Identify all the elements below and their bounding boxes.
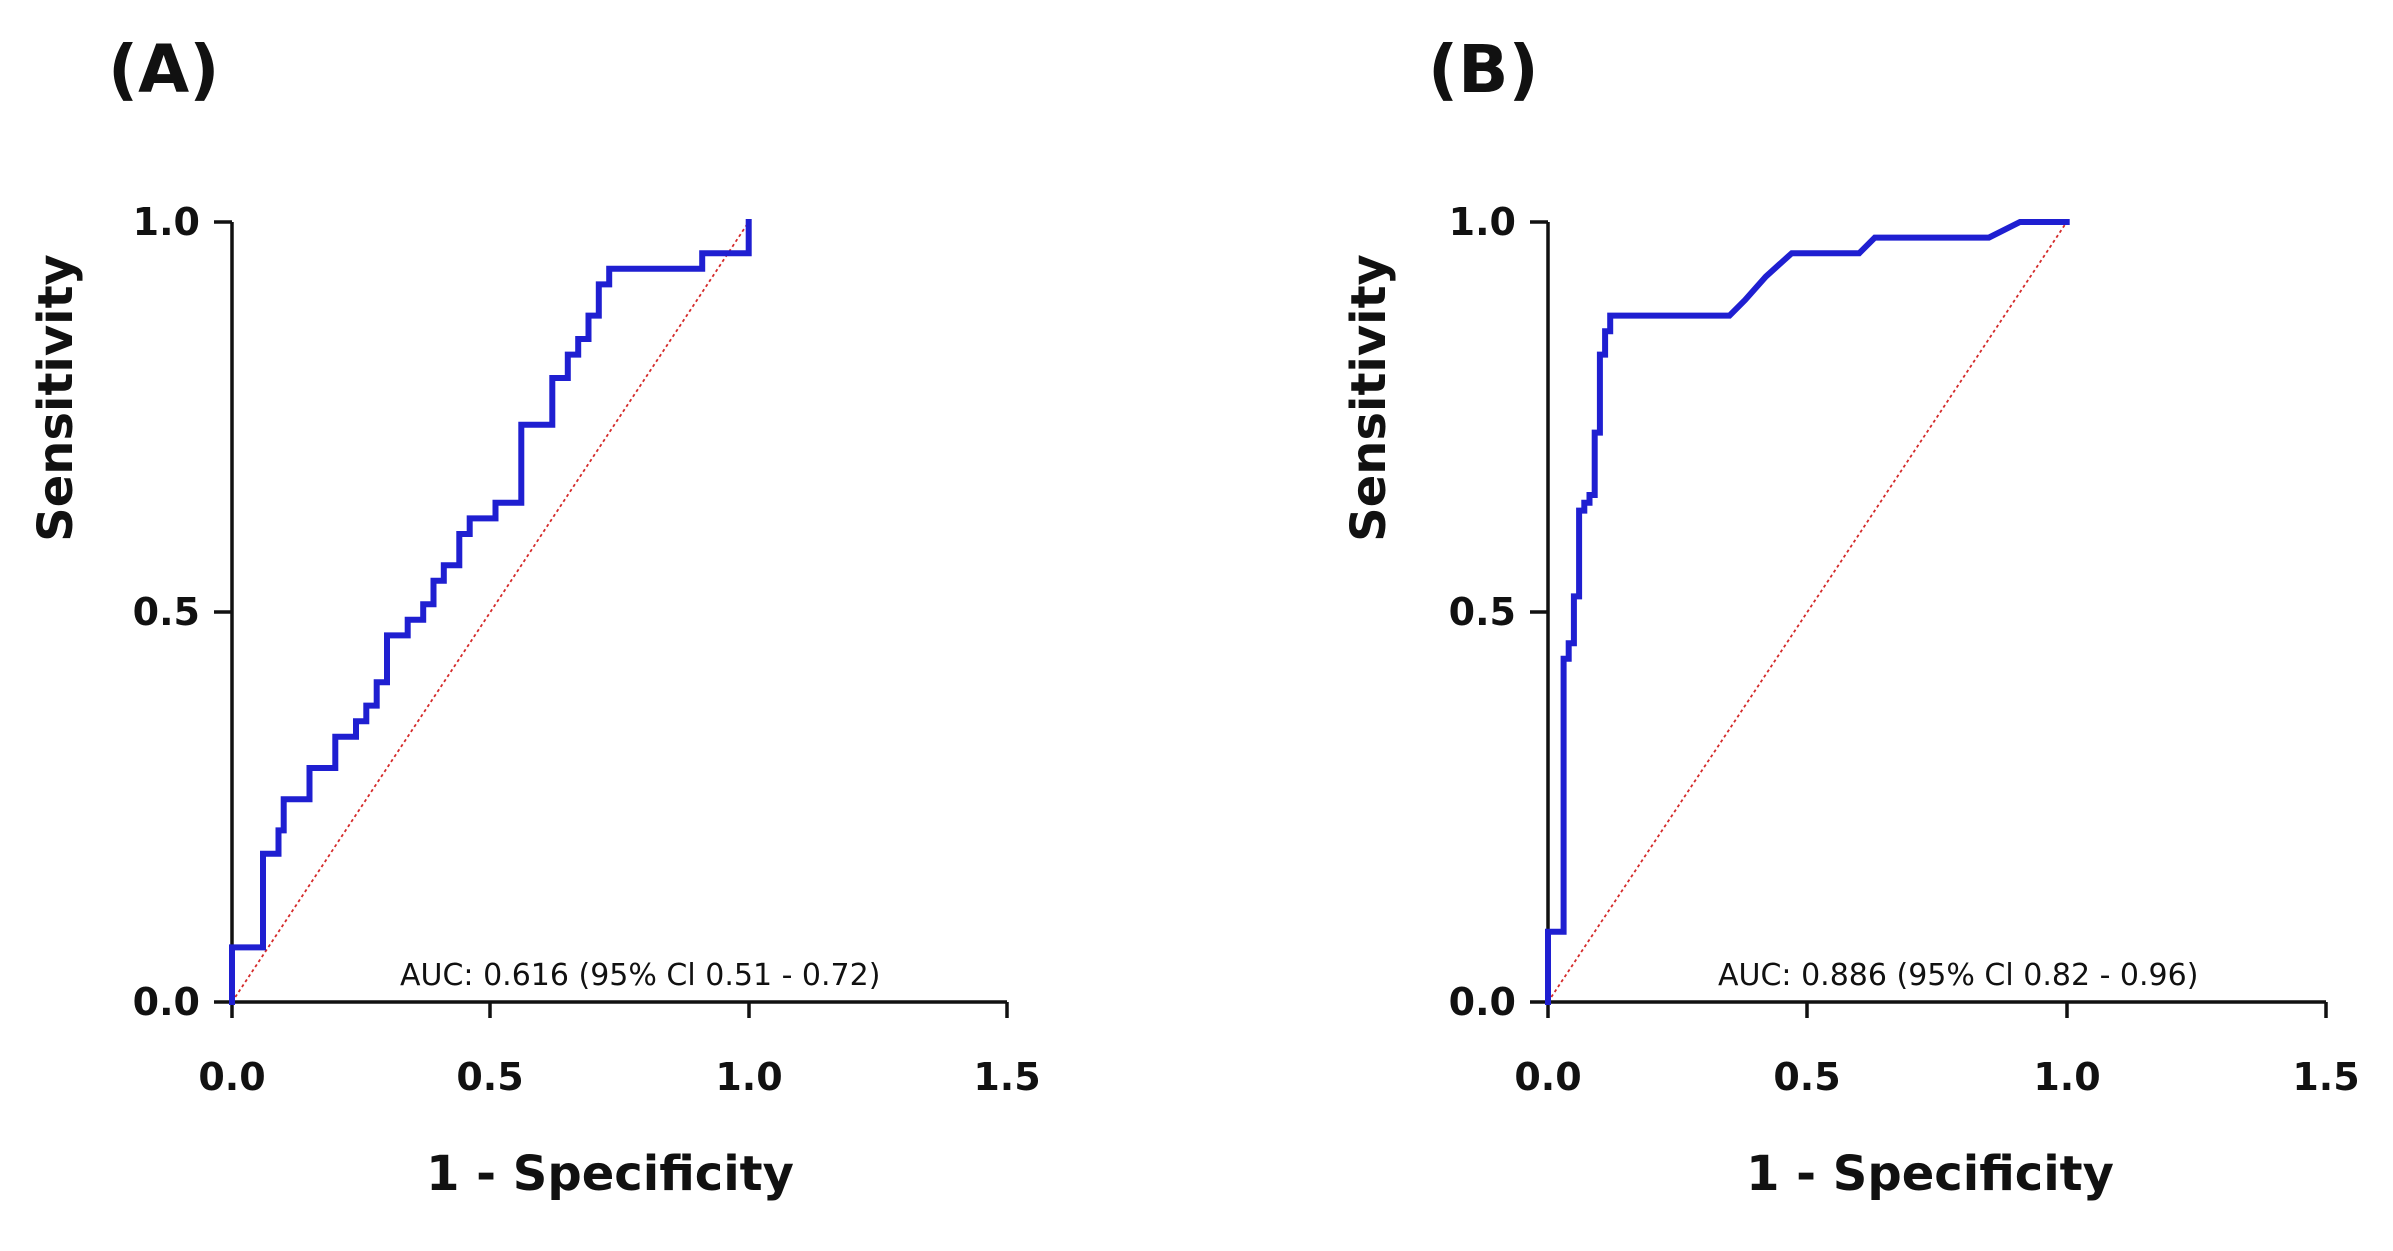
panel-a-y-tick-label-1: 0.5: [133, 590, 200, 634]
panel-b-label: (B): [1428, 31, 1539, 108]
panel-a-x-tick-label-1: 0.5: [456, 1055, 523, 1099]
panel-b-y-tick-label-2: 1.0: [1449, 200, 1516, 244]
panel-a-roc-curve: [229, 219, 752, 1005]
panel-b-reference-line: [1547, 221, 2068, 1003]
panel-b: (B) Sensitivity 1 - Specificity AUC: 0.8…: [1341, 31, 2360, 1202]
panel-b-x-tick-label-1: 0.5: [1773, 1055, 1840, 1099]
panel-a-x-tick-label-3: 1.5: [973, 1055, 1040, 1099]
panel-a-axes: [230, 222, 1007, 1004]
panel-b-x-tick-label-3: 1.5: [2292, 1055, 2359, 1099]
panel-a-x-tick-label-0: 0.0: [198, 1055, 265, 1099]
panel-a-x-axis-title: 1 - Specificity: [426, 1146, 794, 1202]
panel-a-y-tick-label-0: 0.0: [133, 980, 200, 1024]
panel-b-x-tick-label-0: 0.0: [1514, 1055, 1581, 1099]
panel-a-y-tick-label-2: 1.0: [133, 200, 200, 244]
panel-b-y-tick-label-1: 0.5: [1449, 590, 1516, 634]
panel-a-x-tick-label-2: 1.0: [715, 1055, 782, 1099]
panel-a: (A) Sensitivity 1 - Specificity AUC: 0.6…: [28, 31, 1041, 1202]
panel-b-auc-label: AUC: 0.886 (95% Cl 0.82 - 0.96): [1718, 958, 2198, 993]
panel-a-auc-label: AUC: 0.616 (95% Cl 0.51 - 0.72): [400, 958, 880, 993]
panel-b-axes: [1546, 222, 2326, 1004]
panel-a-label: (A): [108, 31, 219, 108]
panel-a-y-axis-title: Sensitivity: [28, 254, 84, 542]
panel-b-x-axis-title: 1 - Specificity: [1746, 1146, 2114, 1202]
panel-b-roc-curve: [1545, 219, 2070, 1005]
panel-b-y-tick-label-0: 0.0: [1449, 980, 1516, 1024]
panel-b-x-tick-label-2: 1.0: [2033, 1055, 2100, 1099]
panel-a-reference-line: [231, 221, 750, 1003]
panel-b-y-axis-title: Sensitivity: [1341, 254, 1397, 542]
